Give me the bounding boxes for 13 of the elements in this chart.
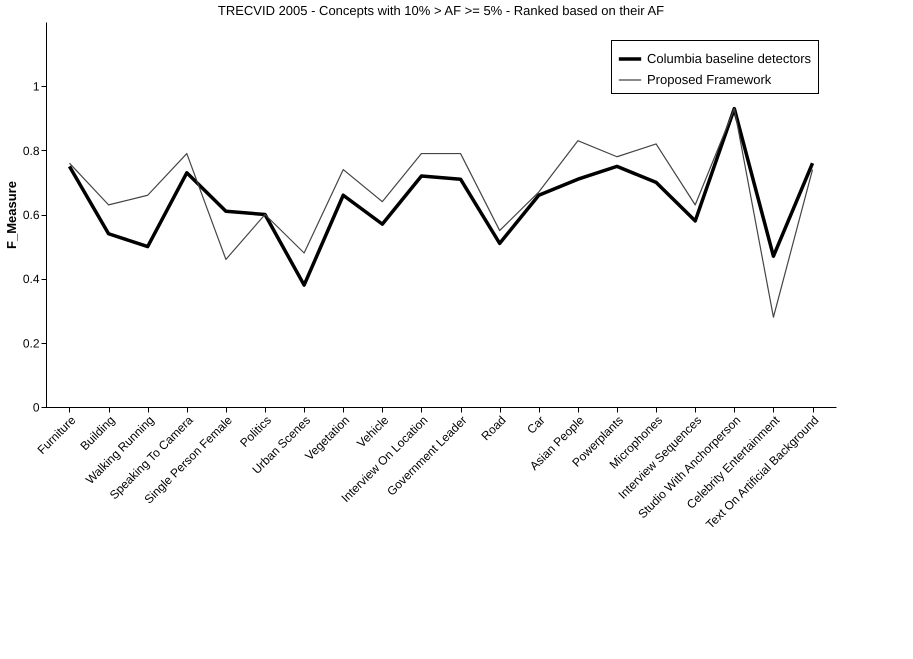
x-tick-label: Car xyxy=(524,413,548,437)
y-tick-label: 1 xyxy=(32,80,40,94)
y-tick-label: 0.2 xyxy=(22,336,40,350)
y-tick-label: 0.4 xyxy=(22,272,40,286)
chart-title: TRECVID 2005 - Concepts with 10% > AF >= 5% - Ranked based on their AF xyxy=(218,3,664,18)
legend-label: Proposed Framework xyxy=(647,72,772,87)
line-series xyxy=(68,106,814,287)
legend-label: Columbia baseline detectors xyxy=(647,51,812,66)
line-series xyxy=(68,108,814,318)
y-tick-label: 0 xyxy=(32,400,40,414)
y-tick-label: 0.6 xyxy=(22,208,40,222)
y-axis-title: F_Measure xyxy=(4,181,19,249)
y-tick-label: 0.8 xyxy=(22,144,40,158)
